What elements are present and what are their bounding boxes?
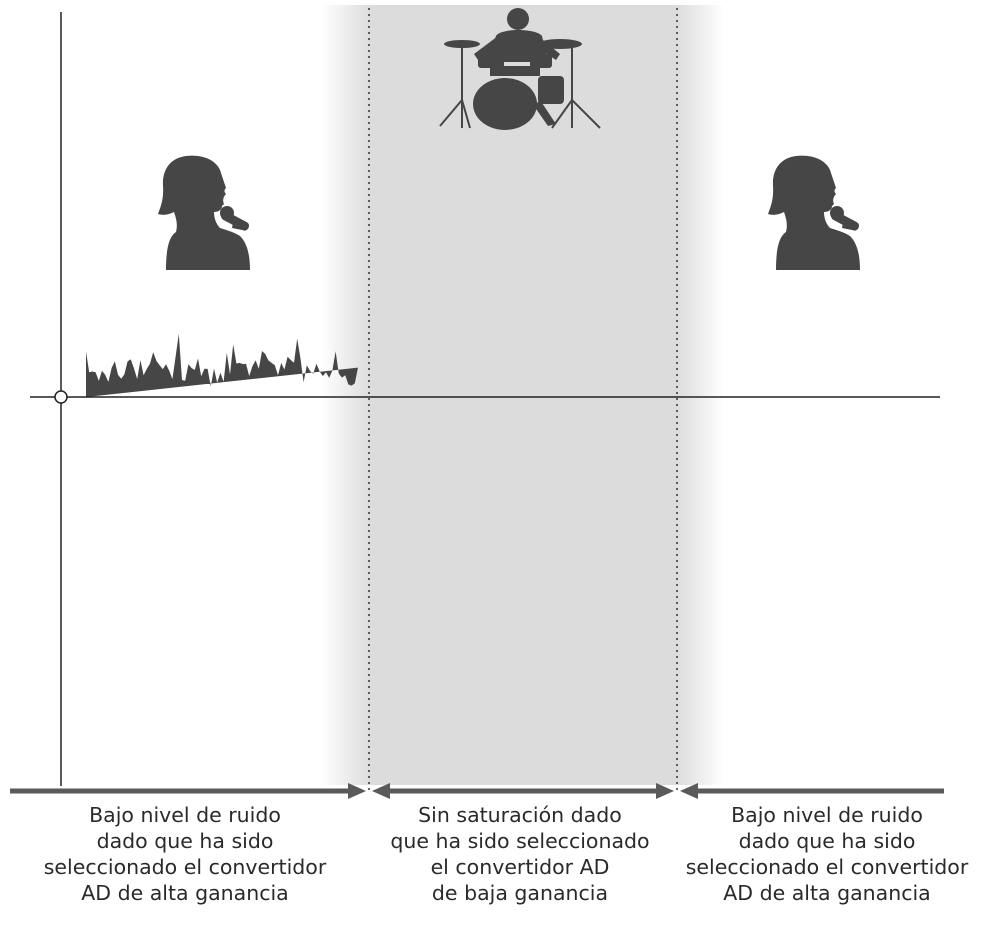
caption-middle-line-2: que ha sido seleccionado — [390, 829, 650, 853]
caption-middle-line-4: de baja ganancia — [431, 881, 609, 905]
caption-right-line-4: AD de alta ganancia — [723, 881, 931, 905]
caption-right-line-1: Bajo nivel de ruido — [731, 803, 923, 827]
low-gain-band — [322, 5, 724, 785]
audio-waveform — [86, 333, 358, 397]
caption-left-line-2: dado que ha sido — [96, 829, 274, 853]
caption-left-line-3: seleccionado el convertidor — [43, 855, 327, 879]
caption-right-line-3: seleccionado el convertidor — [685, 855, 969, 879]
singer-icon — [158, 155, 250, 270]
drummer-icon — [439, 8, 601, 130]
caption-left-line-4: AD de alta ganancia — [81, 881, 289, 905]
caption-middle: Sin saturación dado que ha sido seleccio… — [350, 802, 690, 906]
singer-icon — [768, 155, 860, 270]
caption-middle-line-1: Sin saturación dado — [418, 803, 622, 827]
caption-left-line-1: Bajo nivel de ruido — [89, 803, 281, 827]
caption-left: Bajo nivel de ruido dado que ha sido sel… — [0, 802, 370, 906]
caption-right-line-2: dado que ha sido — [738, 829, 916, 853]
range-arrows — [10, 783, 944, 799]
caption-middle-line-3: el convertidor AD — [430, 855, 610, 879]
origin-marker — [54, 390, 68, 404]
caption-right: Bajo nivel de ruido dado que ha sido sel… — [660, 802, 994, 906]
